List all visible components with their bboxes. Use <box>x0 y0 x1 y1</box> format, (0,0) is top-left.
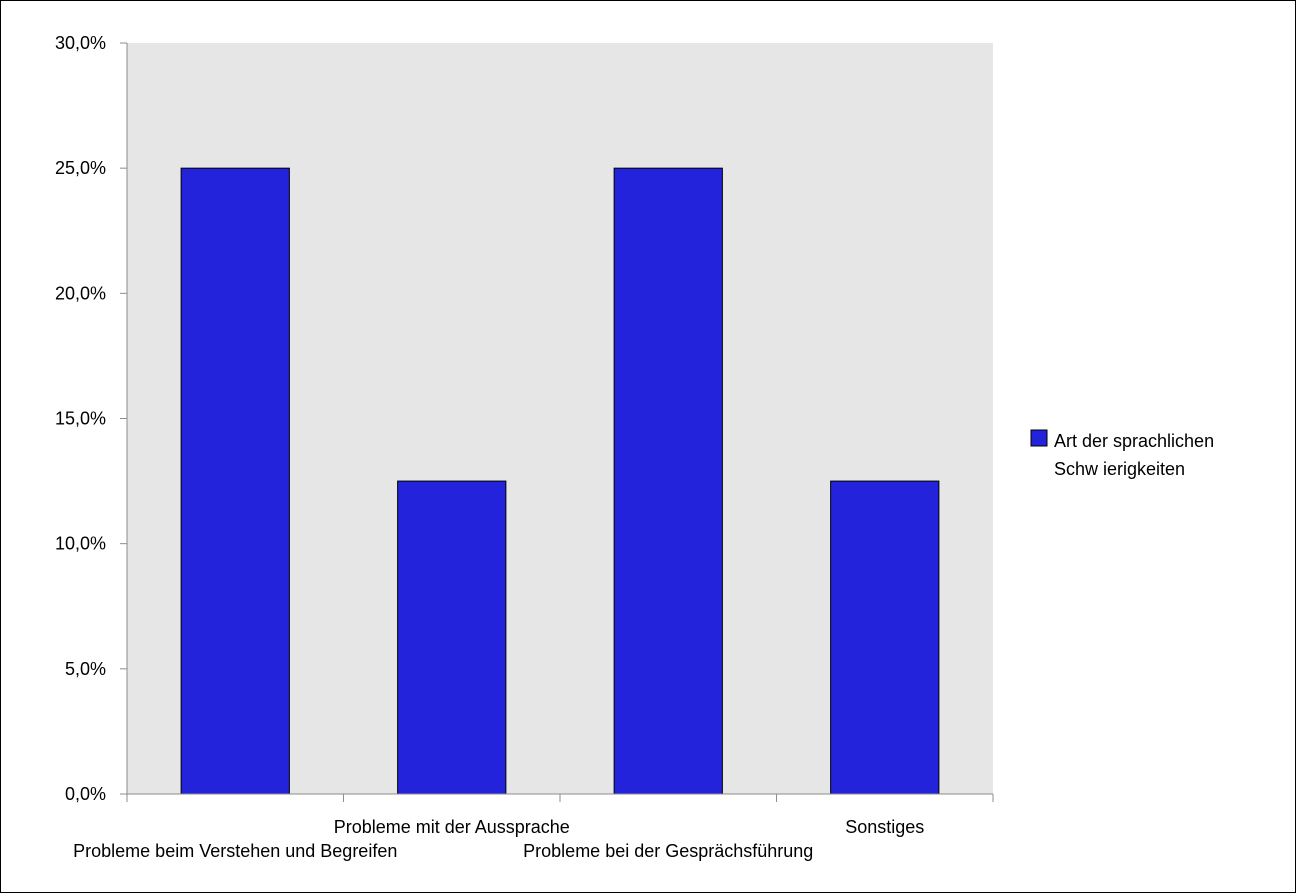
y-ticks-group: 0,0% 5,0% 10,0% 15,0% 20,0% 25,0% 30,0% <box>55 33 127 804</box>
y-tick-label: 30,0% <box>55 33 106 53</box>
legend-swatch <box>1030 429 1048 447</box>
y-tick-label: 25,0% <box>55 158 106 178</box>
bar <box>613 167 723 795</box>
bar <box>180 167 290 795</box>
bar <box>830 480 940 795</box>
bars-group <box>180 167 940 795</box>
x-category-label: Sonstiges <box>845 817 924 837</box>
y-tick-label: 5,0% <box>65 659 106 679</box>
legend-label-line-1: Art der sprachlichen <box>1054 431 1214 451</box>
y-tick-label: 10,0% <box>55 534 106 554</box>
x-category-label: Probleme bei der Gesprächsführung <box>523 841 813 861</box>
legend: Art der sprachlichen Schw ierigkeiten <box>1030 429 1214 479</box>
bar <box>397 480 507 795</box>
legend-label-line-2: Schw ierigkeiten <box>1054 459 1185 479</box>
y-tick-label: 15,0% <box>55 409 106 429</box>
y-tick-label: 20,0% <box>55 283 106 303</box>
x-ticks-group: Probleme beim Verstehen und Begreifen Pro… <box>73 794 994 861</box>
x-category-label: Probleme beim Verstehen und Begreifen <box>73 841 397 861</box>
x-category-label: Probleme mit der Aussprache <box>334 817 570 837</box>
y-tick-label: 0,0% <box>65 784 106 804</box>
